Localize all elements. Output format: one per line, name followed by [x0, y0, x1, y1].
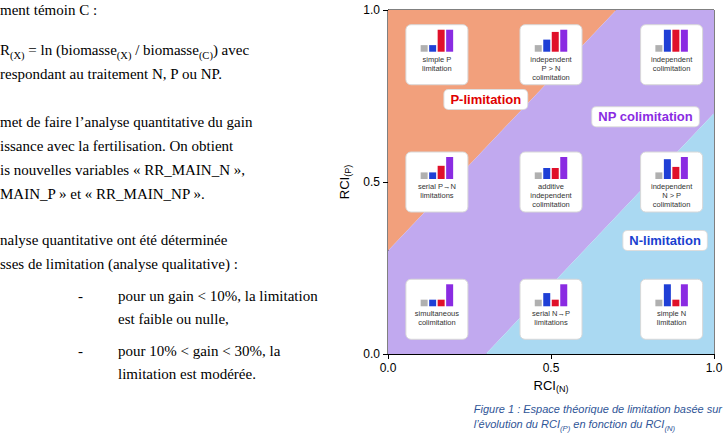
svg-text:limitation: limitation — [422, 64, 452, 73]
html-text:pour 10% < gain < 30%, la: pour 10% < gain < 30%, la — [118, 343, 281, 359]
svg-text:limitation: limitation — [657, 318, 687, 327]
html-text:respondant au traitement N, P: respondant au traitement N, P ou NP. — [0, 66, 222, 82]
html-text:sses de limitation (analyse qu: sses de limitation (analyse qualitative)… — [0, 256, 238, 272]
svg-text:P > N: P > N — [542, 64, 561, 73]
svg-text:1.0: 1.0 — [363, 3, 380, 17]
svg-text:serial N→P: serial N→P — [532, 309, 570, 318]
html-text:is nouvelles variables « RR_MA: is nouvelles variables « RR_MAIN_N », — [0, 162, 245, 178]
html-text:est faible ou nulle,: est faible ou nulle, — [118, 311, 229, 327]
html-text:met de faire l’analyse quantit: met de faire l’analyse quantitative du g… — [0, 114, 253, 130]
svg-text:additive: additive — [538, 182, 564, 191]
svg-text:simple N: simple N — [657, 309, 686, 318]
svg-text:RCI: RCI — [337, 177, 352, 199]
html-text:issance avec la fertilisation.: issance avec la fertilisation. On obtien… — [0, 138, 234, 154]
svg-text:independent: independent — [651, 55, 693, 64]
svg-text:colimitation: colimitation — [653, 64, 691, 73]
html-text:Figure 1 : Espace théorique de: Figure 1 : Espace théorique de limitatio… — [473, 403, 722, 415]
svg-text:colimitation: colimitation — [418, 318, 456, 327]
svg-text:colimitation: colimitation — [532, 200, 570, 209]
svg-text:independent: independent — [530, 55, 572, 64]
svg-text:independent: independent — [530, 191, 572, 200]
svg-text:simultaneous: simultaneous — [415, 309, 459, 318]
svg-text:limitations: limitations — [420, 191, 454, 200]
svg-text:limitations: limitations — [534, 318, 568, 327]
svg-text:independent: independent — [651, 182, 693, 191]
html-text:nalyse quantitative ont été dé: nalyse quantitative ont été déterminée — [0, 232, 228, 248]
svg-text:N-limitation: N-limitation — [629, 233, 701, 248]
svg-text:0.5: 0.5 — [363, 175, 380, 189]
svg-text:1.0: 1.0 — [706, 361, 723, 375]
svg-text:RCI: RCI — [534, 378, 556, 393]
svg-text:NP colimitation: NP colimitation — [598, 109, 692, 124]
svg-text:0.0: 0.0 — [363, 347, 380, 361]
html-text:l’évolution du RCI(P)en foncti: l’évolution du RCI(P)en fonction du RCI(… — [473, 418, 675, 434]
html-text:MAIN_P » et « RR_MAIN_NP ».: MAIN_P » et « RR_MAIN_NP ». — [0, 186, 205, 202]
svg-text:(N): (N) — [556, 384, 569, 394]
svg-text:0.0: 0.0 — [380, 361, 397, 375]
svg-text:0.5: 0.5 — [543, 361, 560, 375]
svg-text:serial P→N: serial P→N — [418, 182, 456, 191]
html-text:pour un gain < 10%, la limitat: pour un gain < 10%, la limitation — [118, 288, 318, 304]
svg-text:P-limitation: P-limitation — [450, 92, 521, 107]
svg-text:colimitation: colimitation — [653, 200, 691, 209]
svg-text:colimitation: colimitation — [532, 73, 570, 82]
svg-text:(P): (P) — [343, 165, 353, 177]
svg-text:N > P: N > P — [662, 191, 681, 200]
html-text:R(X)= ln (biomasse(X)/ biomass: R(X)= ln (biomasse(X)/ biomasse(C)) avec — [0, 42, 250, 61]
html-text:limitation est modérée.: limitation est modérée. — [118, 366, 256, 382]
svg-text:simple P: simple P — [423, 55, 452, 64]
html-text:ment témoin C :: ment témoin C : — [0, 2, 98, 18]
